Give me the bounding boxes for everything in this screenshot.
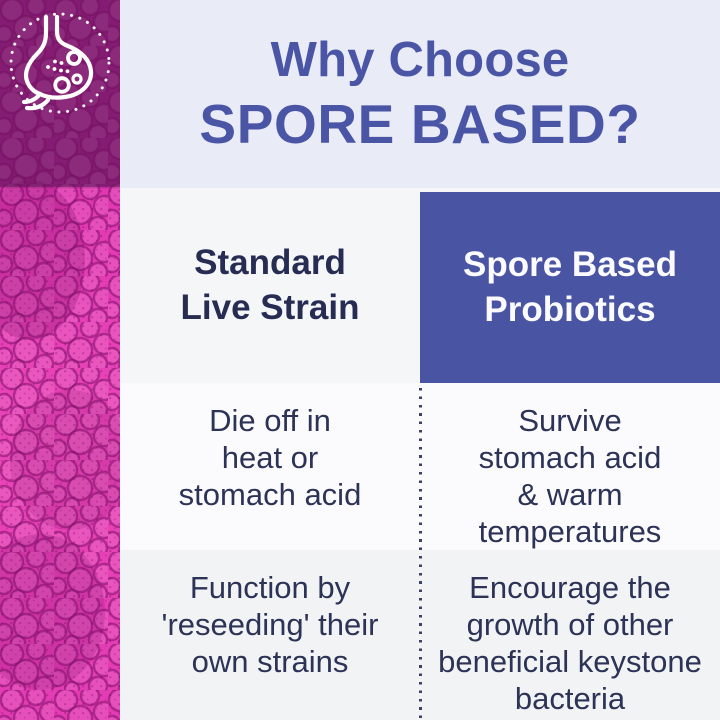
row2-spore-cell: Encourage the growth of other beneficial… [438,570,702,716]
microscopy-strip-image [0,0,120,720]
page-title-line2: SPORE BASED? [199,92,641,155]
column-header-spore-based: Spore Based Probiotics [420,192,720,383]
row1-standard-cell: Die off in heat or stomach acid [178,403,362,512]
comparison-header-row: Standard Live Strain Spore Based Probiot… [120,188,720,383]
row1-spore-cell: Survive stomach acid & warm temperatures [478,403,662,549]
page-title-line1: Why Choose [270,33,570,88]
hero-banner: Why Choose SPORE BASED? [120,0,720,188]
column-header-standard: Standard Live Strain [120,188,420,383]
row2-standard-cell: Function by 'reseeding' their own strain… [161,570,379,679]
dotted-column-divider [419,388,422,720]
stomach-icon [9,12,111,114]
